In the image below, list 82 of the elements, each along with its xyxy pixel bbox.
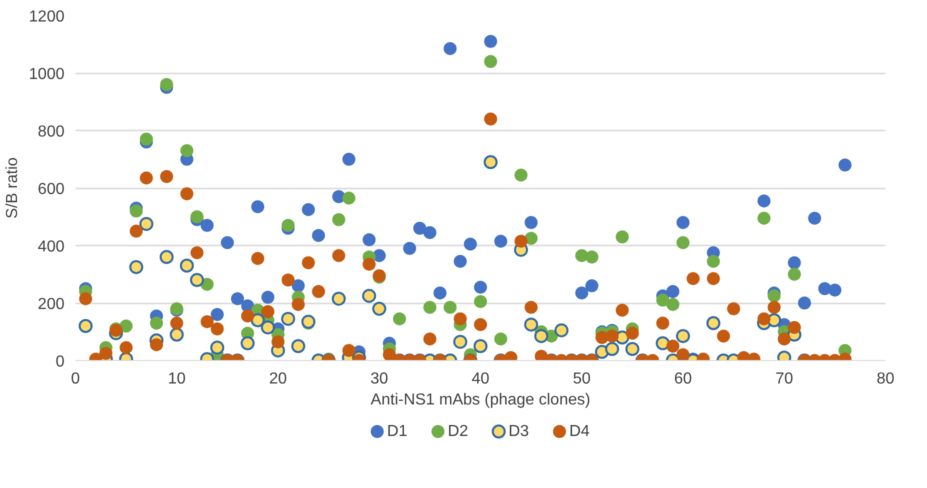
point [190,210,204,224]
point [342,152,356,166]
point [444,300,457,314]
point [494,234,508,248]
point [828,284,842,297]
point [798,296,811,310]
point [362,233,376,246]
y-tick-label: 1000 [28,66,65,83]
x-tick-label: 60 [674,370,692,388]
point [200,218,214,232]
x-tick-label: 50 [572,370,591,388]
point [585,279,598,292]
point [312,228,325,242]
point [180,144,194,158]
point [666,298,680,311]
point [130,204,143,218]
point [656,294,670,307]
point [200,278,214,291]
x-tick-label: 80 [876,370,894,388]
point [282,218,295,232]
point [140,132,153,146]
point [808,212,822,225]
point [261,290,274,304]
y-tick-label: 0 [56,354,65,370]
point [676,216,690,229]
point [332,213,346,226]
point [231,292,244,306]
point [413,222,426,235]
point [758,212,770,225]
x-tick-label: 40 [472,370,490,388]
x-tick-label: 70 [775,370,794,388]
point [251,200,264,214]
point [474,280,487,294]
legend-label: D3 [508,423,529,440]
x-tick-label: 20 [269,370,287,388]
point [150,316,163,330]
x-tick-label: 10 [168,370,186,388]
point [292,279,305,292]
point [758,194,770,208]
point [838,158,852,172]
y-tick-label: 400 [38,238,65,256]
point [444,42,457,56]
legend-label: D4 [569,423,590,440]
point [120,320,133,332]
point [464,238,477,251]
legend-label: D1 [386,423,408,440]
y-tick-label: 200 [38,296,65,313]
point [160,78,174,91]
y-tick-label: 600 [38,181,65,198]
point [474,295,487,308]
y-tick-label: 1200 [28,8,65,26]
point [788,256,801,270]
point [302,203,315,216]
point [768,289,781,302]
y-axis-title: S/B ratio [4,157,21,219]
point [423,226,436,240]
point [514,168,528,182]
point [342,192,356,205]
legend-label: D2 [448,423,468,440]
point [616,230,629,244]
point [484,34,498,48]
x-tick-label: 30 [370,370,388,388]
x-tick-label: 0 [71,370,80,388]
point [220,236,234,250]
point [393,312,406,326]
point [575,286,588,300]
point [494,332,508,346]
point [484,55,498,68]
point [585,250,598,264]
point [423,300,436,314]
point [210,308,224,321]
point [524,216,538,229]
point [524,232,538,245]
point [403,242,416,255]
point [666,285,680,298]
point [454,254,467,268]
point [706,254,720,268]
x-axis-title: Anti-NS1 mAbs (phage clones) [370,392,590,408]
point [788,268,801,281]
point [434,286,446,300]
point [676,236,690,250]
y-tick-label: 800 [38,124,65,140]
